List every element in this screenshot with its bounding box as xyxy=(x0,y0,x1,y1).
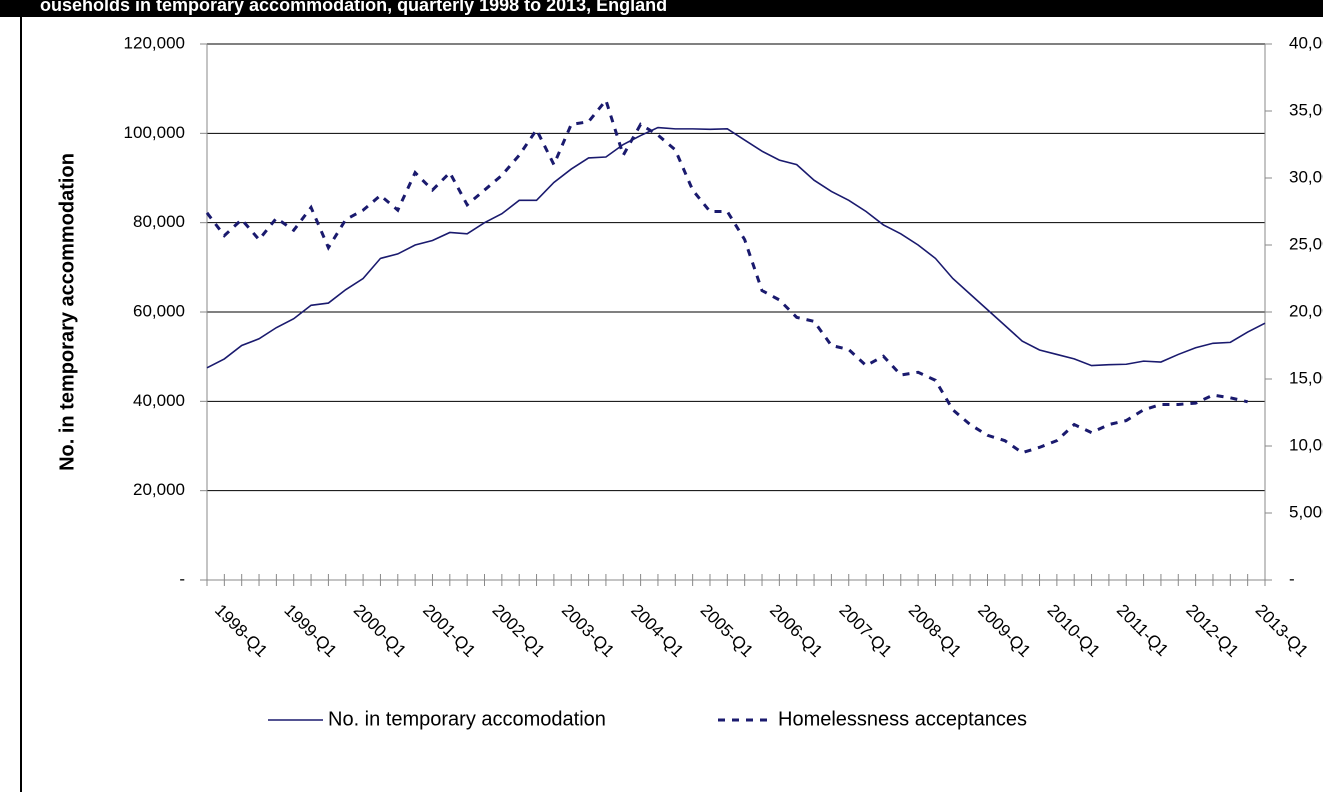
y2-tick-label: 20,000 xyxy=(1289,301,1323,320)
x-tick-label: 2004-Q1 xyxy=(627,601,687,661)
y-tick-label: 80,000 xyxy=(133,212,185,231)
x-tick-label: 2012-Q1 xyxy=(1182,601,1242,661)
x-tick-label: 2002-Q1 xyxy=(489,601,549,661)
x-tick-label: 2006-Q1 xyxy=(766,601,826,661)
y2-tick-label: 10,000 xyxy=(1289,435,1323,454)
legend-label: Homelessness acceptances xyxy=(778,708,1027,730)
x-tick-label: 2007-Q1 xyxy=(835,601,895,661)
y-tick-label: 40,000 xyxy=(133,391,185,410)
x-tick-label: 2009-Q1 xyxy=(974,601,1034,661)
y2-tick-label: 40,000 xyxy=(1289,33,1323,52)
y-axis-label: No. in temporary accommodation xyxy=(56,153,78,471)
y-tick-label: 100,000 xyxy=(124,123,185,142)
series-line xyxy=(206,126,1266,369)
chart-title: ouseholds in temporary accommodation, qu… xyxy=(40,0,667,15)
x-tick-label: 2000-Q1 xyxy=(350,601,410,661)
y2-tick-label: 5,000 xyxy=(1289,502,1323,521)
series-line xyxy=(205,97,1248,455)
x-tick-label: 2011-Q1 xyxy=(1113,601,1172,660)
x-tick-label: 2003-Q1 xyxy=(558,601,618,661)
y-tick-label: 20,000 xyxy=(133,480,185,499)
y2-tick-label: 30,000 xyxy=(1289,167,1323,186)
y-tick-label: 120,000 xyxy=(124,33,185,52)
legend-label: No. in temporary accomodation xyxy=(328,708,606,730)
y-tick-label: - xyxy=(179,569,185,588)
y2-tick-label: - xyxy=(1289,569,1295,588)
x-tick-label: 2010-Q1 xyxy=(1044,601,1104,661)
x-tick-label: 1998-Q1 xyxy=(211,601,271,661)
y2-tick-label: 35,000 xyxy=(1289,100,1323,119)
x-tick-label: 2005-Q1 xyxy=(697,601,757,661)
y-tick-label: 60,000 xyxy=(133,301,185,320)
y2-tick-label: 25,000 xyxy=(1289,234,1323,253)
x-tick-label: 2001-Q1 xyxy=(419,601,479,661)
title-bar xyxy=(0,0,1323,17)
y2-tick-label: 15,000 xyxy=(1289,368,1323,387)
x-tick-label: 2008-Q1 xyxy=(905,601,965,661)
x-tick-label: 1999-Q1 xyxy=(280,601,340,661)
x-tick-label: 2013-Q1 xyxy=(1252,601,1312,661)
